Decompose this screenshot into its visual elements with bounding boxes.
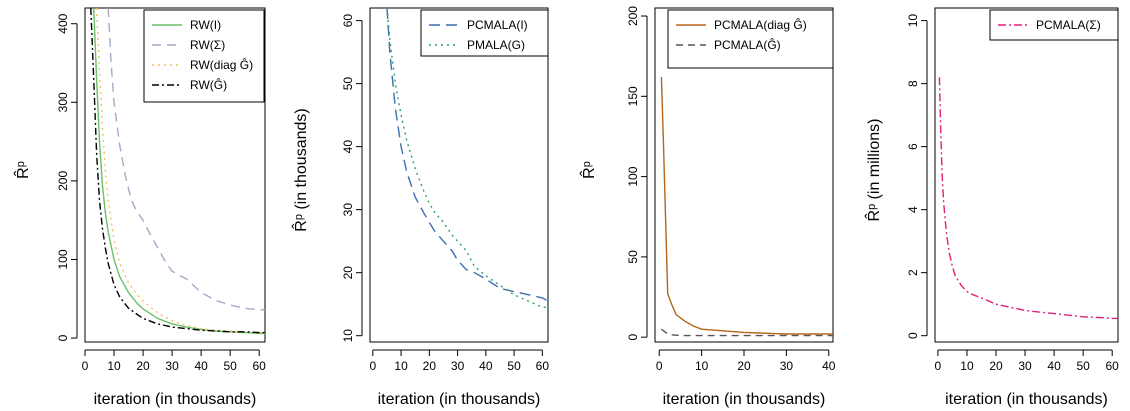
y-tick-label: 200 xyxy=(56,171,70,191)
y-tick-label: 30 xyxy=(341,203,355,217)
chart-panel-4: 0 10 20 30 40 50 60 0 2 4 6 8 10 iteration (in thousa… xyxy=(864,7,1120,408)
series-line-1 xyxy=(386,8,548,302)
chart-panel-1: 0 10 20 30 40 50 60 0 100 200 300 400 iteration (in … xyxy=(13,7,267,408)
y-tick-label: 60 xyxy=(341,14,355,28)
x-tick-label: 60 xyxy=(253,359,267,373)
y-tick-label: 150 xyxy=(626,86,640,106)
y-tick-label: 100 xyxy=(56,249,70,269)
legend-box xyxy=(989,9,1119,41)
x-tick-label: 10 xyxy=(695,359,709,373)
x-tick-label: 30 xyxy=(780,359,794,373)
x-tick-label: 40 xyxy=(479,359,493,373)
legend-label: PCMALA(Ĝ) xyxy=(714,37,781,52)
series-line-1 xyxy=(660,76,833,335)
legend-box xyxy=(667,9,834,69)
plot-frame xyxy=(84,7,266,343)
x-tick-label: 60 xyxy=(1106,359,1120,373)
y-tick-label: 100 xyxy=(626,166,640,186)
x-tick-label: 60 xyxy=(536,359,550,373)
x-axis-title: iteration (in thousands) xyxy=(945,391,1108,408)
y-tick-label: 4 xyxy=(906,206,920,213)
y-tick-label: 8 xyxy=(906,80,920,87)
x-tick-label: 20 xyxy=(989,359,1003,373)
x-axis-title: iteration (in thousands) xyxy=(378,391,541,408)
series-line-1 xyxy=(938,77,1118,320)
y-tick-label: 0 xyxy=(906,332,920,339)
x-tick-label: 40 xyxy=(1047,359,1061,373)
y-tick-label: 40 xyxy=(341,140,355,154)
x-tick-label: 20 xyxy=(423,359,437,373)
y-axis-title: R̂ᵖ (in millions) xyxy=(864,119,884,222)
x-tick-label: 40 xyxy=(194,359,208,373)
x-tick-label: 50 xyxy=(1076,359,1090,373)
x-tick-label: 20 xyxy=(136,359,150,373)
x-tick-label: 10 xyxy=(960,359,974,373)
plot-frame xyxy=(934,7,1119,343)
chart-panel-3: 0 10 20 30 40 0 50 100 150 200 iteration (in thous… xyxy=(579,6,836,408)
legend: PCMALA(Σ) xyxy=(989,9,1119,41)
y-tick-label: 0 xyxy=(626,334,640,341)
legend: PCMALA(diag Ĝ) PCMALA(Ĝ) xyxy=(667,9,834,69)
y-tick-label: 10 xyxy=(341,329,355,343)
y-tick-label: 6 xyxy=(906,143,920,150)
x-axis-title: iteration (in thousands) xyxy=(94,391,257,408)
legend: PCMALA(I) PMALA(G) xyxy=(420,9,549,57)
legend-label: RW(I) xyxy=(190,18,221,32)
y-axis-title: R̂ᵖ xyxy=(13,161,33,179)
x-tick-label: 0 xyxy=(935,359,942,373)
y-tick-label: 50 xyxy=(341,77,355,91)
y-tick-label: 300 xyxy=(56,92,70,112)
legend-label: RW(Ĝ) xyxy=(190,77,227,92)
legend-label: PCMALA(I) xyxy=(467,18,528,32)
legend-label: RW(Σ) xyxy=(190,38,225,52)
series-line-2 xyxy=(386,8,548,308)
x-tick-label: 50 xyxy=(223,359,237,373)
x-tick-label: 0 xyxy=(82,359,89,373)
y-axis-title: R̂ᵖ (in thousands) xyxy=(291,108,311,231)
x-tick-label: 10 xyxy=(107,359,121,373)
legend: RW(I) RW(Σ) RW(diag Ĝ) RW(Ĝ) xyxy=(143,9,265,103)
x-tick-label: 30 xyxy=(165,359,179,373)
x-tick-label: 20 xyxy=(737,359,751,373)
y-tick-label: 0 xyxy=(56,334,70,341)
legend-box xyxy=(420,9,549,57)
series-line-2 xyxy=(660,328,833,337)
x-tick-label: 0 xyxy=(656,359,663,373)
legend-label: PMALA(G) xyxy=(467,38,525,52)
legend-label: PCMALA(diag Ĝ) xyxy=(714,17,807,32)
y-axis-title: R̂ᵖ xyxy=(579,161,599,179)
series-line-3 xyxy=(95,8,265,334)
x-tick-label: 50 xyxy=(507,359,521,373)
x-tick-label: 10 xyxy=(394,359,408,373)
series-line-4 xyxy=(90,8,265,334)
legend-label: PCMALA(Σ) xyxy=(1036,18,1101,32)
y-tick-label: 400 xyxy=(56,13,70,33)
x-tick-label: 30 xyxy=(451,359,465,373)
plot-frame xyxy=(654,7,834,343)
x-tick-label: 30 xyxy=(1018,359,1032,373)
chart-panel-2: 0 10 20 30 40 50 60 10 20 30 40 50 60 iteration (in t… xyxy=(291,7,550,408)
x-tick-label: 0 xyxy=(369,359,376,373)
series-line-2 xyxy=(107,8,265,311)
x-tick-label: 40 xyxy=(822,359,836,373)
y-tick-label: 10 xyxy=(906,14,920,28)
y-tick-label: 20 xyxy=(341,266,355,280)
x-axis-title: iteration (in thousands) xyxy=(663,391,826,408)
plot-frame xyxy=(369,7,549,343)
legend-label: RW(diag Ĝ) xyxy=(190,57,253,72)
y-tick-label: 50 xyxy=(626,250,640,264)
y-tick-label: 200 xyxy=(626,6,640,26)
y-tick-label: 2 xyxy=(906,269,920,276)
